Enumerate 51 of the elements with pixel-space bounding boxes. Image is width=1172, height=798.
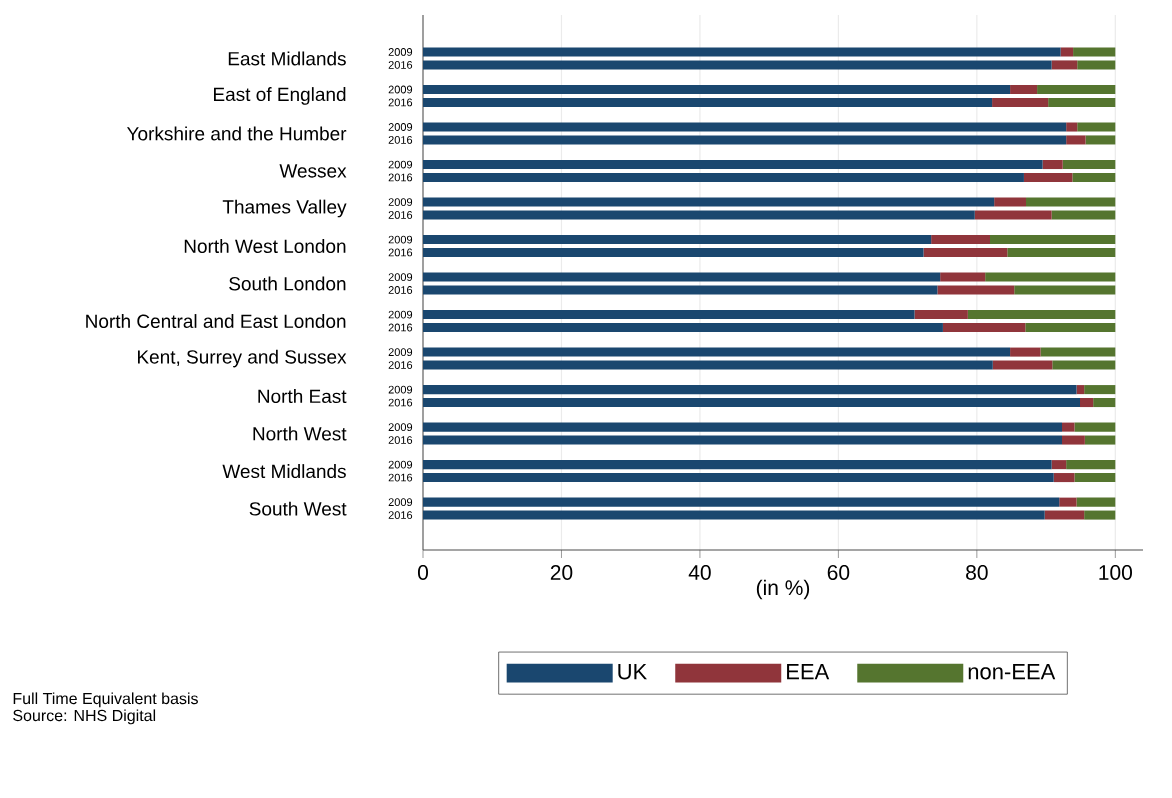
y-tick-label: 2016 (388, 436, 413, 444)
x-axis-title: (in %) (756, 579, 810, 600)
x-tick-label: 80 (966, 565, 988, 580)
text: South West (249, 501, 347, 516)
text: Yorkshire and the Humber (126, 126, 347, 141)
y-tick-label: 2009 (388, 123, 413, 131)
text: North West (253, 426, 347, 441)
text: Full Time Equivalent basis (13, 692, 198, 708)
y-tick-label: 2009 (388, 160, 413, 169)
y-tick-label: 2009 (388, 310, 413, 319)
source-note: Source: NHS Digital (13, 709, 156, 725)
y-tick-label: 2016 (388, 61, 413, 69)
y-tick-label: 2009 (388, 460, 413, 469)
y-tick-label: 2016 (388, 248, 413, 257)
y-tick-label: 2009 (388, 385, 413, 394)
y-tick-label: 2016 (388, 473, 413, 482)
text: South London (229, 276, 346, 291)
x-tick-label: 20 (550, 565, 573, 580)
y-tick-label: 2009 (388, 498, 413, 507)
text: Thames Valley (222, 199, 347, 218)
y-tick-label: 2016 (388, 211, 413, 219)
y-tick-label: 2009 (388, 235, 413, 244)
y-tick-label: 2009 (388, 423, 413, 431)
legend-label: EEA (787, 664, 830, 680)
text: East of England (214, 87, 346, 105)
x-tick-label: 60 (827, 565, 850, 580)
y-tick-label: 2009 (388, 85, 413, 94)
legend-label: non-EEA (968, 664, 1056, 680)
x-tick-label: 40 (688, 565, 711, 580)
y-tick-label: 2016 (388, 98, 413, 107)
text: Kent, Surrey and Sussex (138, 349, 347, 368)
x-tick-label: 0 (417, 565, 429, 580)
y-tick-label: 2009 (388, 48, 413, 56)
text: West Midlands (222, 464, 346, 479)
legend-label: UK (618, 664, 647, 680)
text: Wessex (279, 164, 347, 178)
text: East Midlands (228, 51, 346, 66)
y-tick-label: 2016 (388, 136, 413, 144)
y-tick-label: 2009 (388, 273, 413, 281)
y-tick-label: 2016 (388, 173, 413, 182)
y-tick-label: 2016 (388, 361, 413, 369)
x-tick-label: 100 (1099, 565, 1132, 580)
text: North Central and East London (86, 314, 346, 329)
y-tick-label: 2009 (388, 348, 413, 356)
y-tick-label: 2016 (388, 511, 413, 519)
y-tick-label: 2016 (388, 323, 413, 332)
y-tick-label: 2016 (388, 398, 413, 407)
text: North East (258, 389, 347, 404)
text: North West London (184, 239, 346, 253)
y-tick-label: 2016 (388, 286, 413, 294)
y-tick-label: 2009 (388, 198, 413, 206)
